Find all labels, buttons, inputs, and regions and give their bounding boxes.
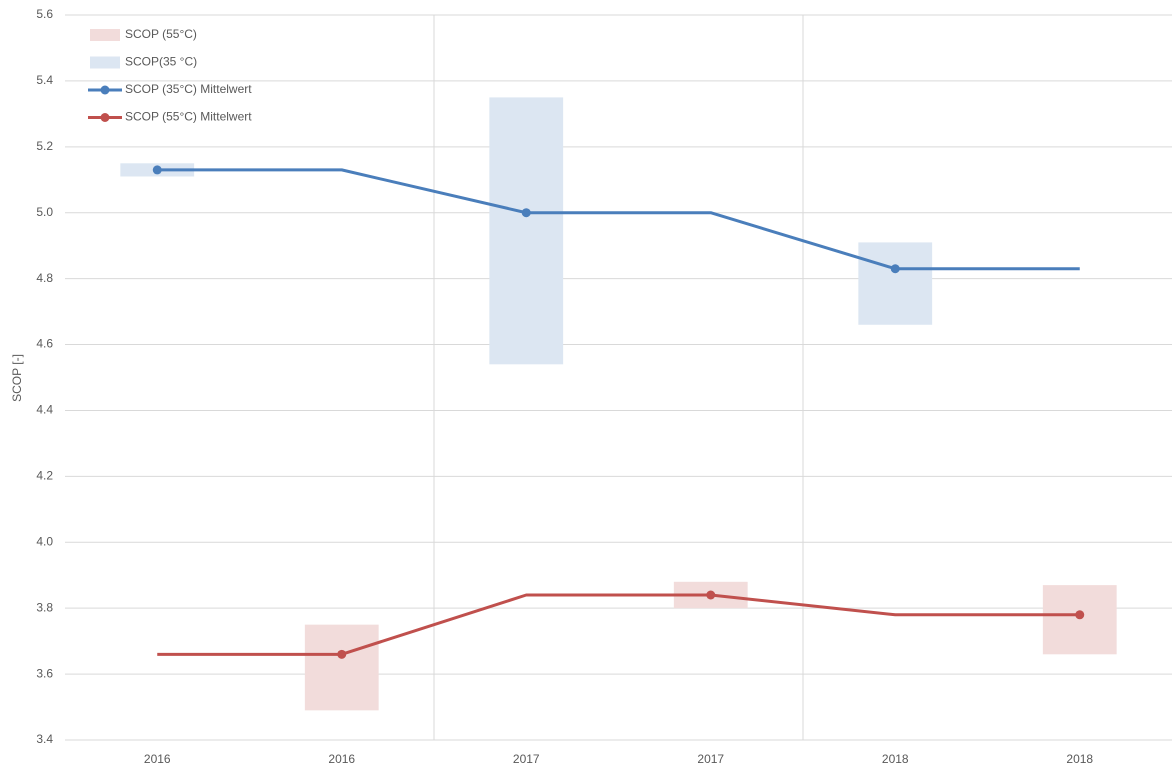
marker xyxy=(706,590,716,600)
y-tick-label: 5.4 xyxy=(36,73,53,87)
range-bar xyxy=(304,624,379,711)
x-tick-label: 2017 xyxy=(513,752,540,766)
y-tick-label: 5.0 xyxy=(36,205,53,219)
range-bar xyxy=(1042,585,1117,655)
x-tick-label: 2017 xyxy=(697,752,724,766)
line xyxy=(157,168,1080,271)
line xyxy=(157,593,1080,656)
legend-marker xyxy=(100,85,110,95)
legend-label: SCOP (55°C) xyxy=(125,27,197,41)
legend-swatch xyxy=(90,56,120,69)
x-tick-label: 2018 xyxy=(1066,752,1093,766)
legend-marker xyxy=(100,113,110,122)
y-tick-label: 4.8 xyxy=(36,271,53,285)
marker xyxy=(152,165,162,175)
y-tick-label: 5.2 xyxy=(36,139,53,153)
x-tick-label: 2018 xyxy=(882,752,909,766)
y-tick-label: 4.6 xyxy=(36,337,53,351)
legend-label: SCOP (55°C) Mittelwert xyxy=(125,110,252,124)
y-tick-label: 4.4 xyxy=(36,403,53,417)
y-tick-label: 5.6 xyxy=(36,7,53,21)
y-tick-label: 4.2 xyxy=(36,469,53,483)
y-tick-label: 3.8 xyxy=(36,600,53,614)
marker xyxy=(521,208,531,218)
y-tick-label: 3.4 xyxy=(36,732,53,746)
range-bar xyxy=(858,242,933,325)
marker xyxy=(1075,610,1085,620)
range-bar xyxy=(489,97,564,365)
y-tick-label: 3.6 xyxy=(36,666,53,680)
legend-label: SCOP(35 °C) xyxy=(125,55,197,69)
legend-label: SCOP (35°C) Mittelwert xyxy=(125,82,252,96)
legend-swatch xyxy=(90,29,120,41)
marker xyxy=(890,264,900,274)
marker xyxy=(337,649,347,659)
x-tick-label: 2016 xyxy=(144,752,171,766)
x-tick-label: 2016 xyxy=(328,752,355,766)
y-axis-label: SCOP [-] xyxy=(10,354,24,402)
y-tick-label: 4.0 xyxy=(36,534,53,548)
